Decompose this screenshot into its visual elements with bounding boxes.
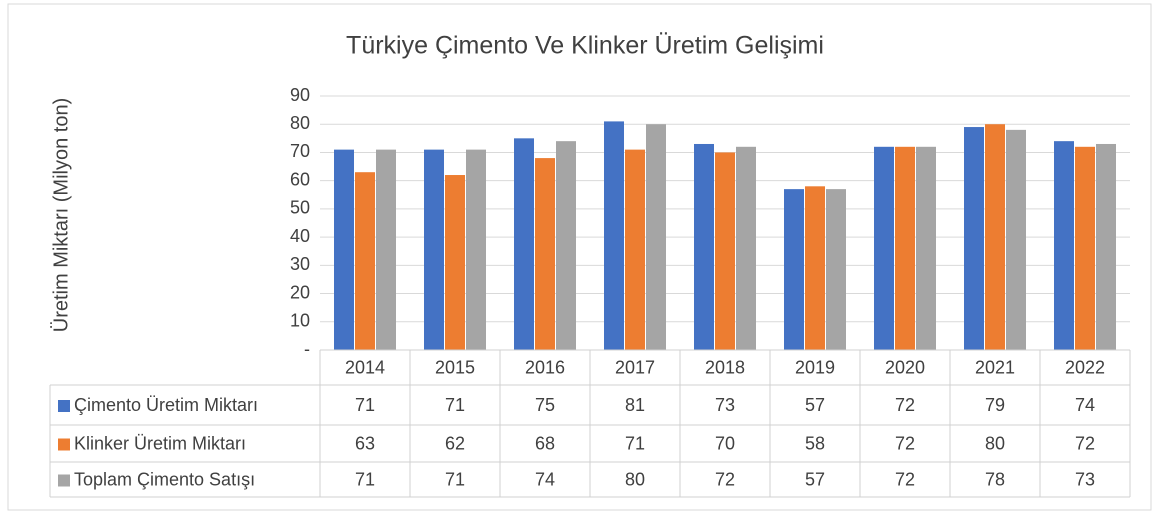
y-tick-label: 60	[290, 169, 310, 189]
x-tick-label: 2020	[885, 357, 925, 377]
bar	[715, 152, 735, 350]
x-tick-label: 2016	[525, 357, 565, 377]
table-value: 72	[895, 469, 915, 489]
bar	[514, 138, 534, 350]
x-tick-label: 2018	[705, 357, 745, 377]
bar	[646, 124, 666, 350]
y-tick-label: 40	[290, 226, 310, 246]
table-value: 71	[445, 469, 465, 489]
table-value: 71	[625, 433, 645, 453]
bar	[1006, 129, 1026, 350]
legend-swatch	[58, 400, 70, 412]
table-value: 70	[715, 433, 735, 453]
chart-frame	[7, 3, 1152, 511]
table-value: 62	[445, 433, 465, 453]
bar	[466, 149, 486, 350]
x-tick-label: 2022	[1065, 357, 1105, 377]
x-tick-label: 2015	[435, 357, 475, 377]
bar	[826, 189, 846, 350]
bar	[895, 146, 915, 350]
bar	[535, 158, 555, 350]
table-value: 79	[985, 395, 1005, 415]
bar	[1096, 143, 1116, 350]
y-tick-label: 80	[290, 113, 310, 133]
legend-label: Toplam Çimento Satışı	[74, 469, 255, 489]
bar	[625, 149, 645, 350]
table-value: 72	[895, 433, 915, 453]
table-value: 78	[985, 469, 1005, 489]
legend-swatch	[58, 438, 70, 451]
table-value: 80	[625, 469, 645, 489]
table-value: 57	[805, 469, 825, 489]
bar	[874, 146, 894, 350]
bar	[556, 141, 576, 350]
table-value: 63	[355, 433, 375, 453]
bar	[784, 189, 804, 350]
legend-label: Çimento Üretim Miktarı	[74, 395, 258, 415]
bar	[736, 146, 756, 350]
table-value: 73	[715, 395, 735, 415]
x-tick-label: 2019	[795, 357, 835, 377]
table-value: 72	[1075, 433, 1095, 453]
bar	[445, 175, 465, 350]
table-value: 72	[715, 469, 735, 489]
bar	[805, 186, 825, 350]
y-tick-label: 20	[290, 282, 310, 302]
y-tick-label: 90	[290, 85, 310, 105]
table-value: 57	[805, 395, 825, 415]
bar	[985, 124, 1005, 350]
chart-title: Türkiye Çimento Ve Klinker Üretim Gelişi…	[346, 32, 824, 60]
table-value: 74	[1075, 395, 1095, 415]
table-value: 80	[985, 433, 1005, 453]
bar	[1075, 146, 1095, 350]
x-tick-label: 2021	[975, 357, 1015, 377]
bar	[376, 149, 396, 350]
table-value: 71	[445, 395, 465, 415]
legend-swatch	[58, 474, 70, 487]
table-value: 73	[1075, 469, 1095, 489]
table-value: 81	[625, 395, 645, 415]
y-tick-label: 10	[290, 311, 310, 331]
bar	[424, 149, 444, 350]
table-value: 71	[355, 469, 375, 489]
legend-label: Klinker Üretim Miktarı	[74, 433, 246, 453]
y-axis-label: Üretim Miktarı (Milyon ton)	[50, 98, 72, 332]
bar	[916, 146, 936, 350]
bar	[604, 121, 624, 351]
y-tick-label: 30	[290, 254, 310, 274]
y-tick-label: 70	[290, 141, 310, 161]
bar	[964, 127, 984, 351]
x-tick-label: 2017	[615, 357, 655, 377]
y-tick-label: -	[304, 339, 310, 359]
table-value: 58	[805, 433, 825, 453]
table-value: 71	[355, 395, 375, 415]
y-tick-label: 50	[290, 198, 310, 218]
bar	[355, 172, 375, 350]
table-value: 72	[895, 395, 915, 415]
table-value: 68	[535, 433, 555, 453]
table-value: 75	[535, 395, 555, 415]
bar	[694, 143, 714, 350]
bar	[1054, 141, 1074, 350]
bar	[334, 149, 354, 350]
x-tick-label: 2014	[345, 357, 385, 377]
table-value: 74	[535, 469, 555, 489]
